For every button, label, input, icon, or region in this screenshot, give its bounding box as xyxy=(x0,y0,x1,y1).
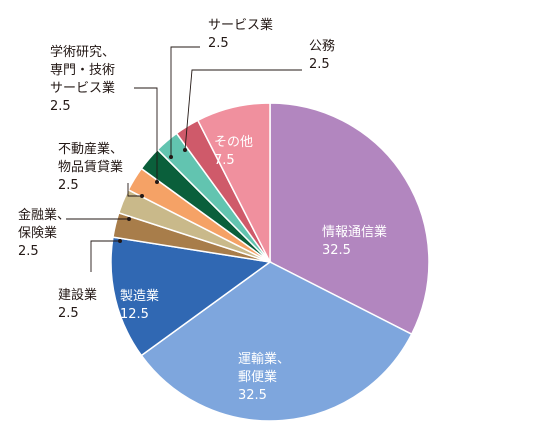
slice-name: サービス業 xyxy=(50,80,115,96)
leader-dot-8 xyxy=(169,155,173,159)
slice-label-2: 運輸業、郵便業 32.5 xyxy=(238,351,290,403)
slice-name: 情報通信業 xyxy=(322,224,387,240)
leader-dot-4 xyxy=(118,239,122,243)
slice-value: 32.5 xyxy=(238,388,267,403)
slice-label-3: 製造業 12.5 xyxy=(120,288,159,322)
slice-name: 公務 xyxy=(309,39,335,54)
slice-value: 7.5 xyxy=(214,153,235,168)
leader-line-8 xyxy=(170,46,200,157)
slice-label-8: サービス業 2.5 xyxy=(208,17,273,51)
slice-label-4: 建設業 2.5 xyxy=(58,287,97,321)
slice-name: 保険業 xyxy=(18,225,57,241)
leader-lines xyxy=(66,46,302,272)
slice-value: 2.5 xyxy=(50,99,71,114)
slice-value: 2.5 xyxy=(58,178,79,193)
slice-label-7: 学術研究、専門・技術サービス業 2.5 xyxy=(50,44,115,114)
slice-label-9: 公務 2.5 xyxy=(309,39,335,72)
slice-name: その他 xyxy=(214,135,253,150)
leader-dot-5 xyxy=(127,217,131,221)
leader-line-4 xyxy=(90,240,120,272)
slice-name: 運輸業、 xyxy=(238,351,290,367)
leader-line-7 xyxy=(134,87,158,182)
slice-label-6: 不動産業、物品賃貸業 2.5 xyxy=(58,141,123,193)
slice-name: 建設業 xyxy=(58,287,97,303)
pie-slice-3 xyxy=(110,236,272,357)
slice-value: 2.5 xyxy=(18,244,39,259)
leader-dot-6 xyxy=(140,194,144,198)
pie-slice-10 xyxy=(196,102,271,263)
slice-label-10: その他 7.5 xyxy=(214,135,253,168)
leader-dot-9 xyxy=(183,148,187,152)
slice-label-1: 情報通信業 32.5 xyxy=(322,224,387,258)
slice-name: 金融業、 xyxy=(18,207,70,223)
slice-value: 2.5 xyxy=(58,306,79,321)
pie-slice-1 xyxy=(269,102,430,336)
slice-label-5: 金融業、保険業 2.5 xyxy=(18,207,70,259)
slice-value: 2.5 xyxy=(208,36,229,51)
slice-name: サービス業 xyxy=(208,17,273,33)
slice-name: 郵便業 xyxy=(238,369,277,385)
slice-value: 32.5 xyxy=(322,243,351,258)
slice-name: 物品賃貸業 xyxy=(58,159,123,175)
slice-name: 学術研究、 xyxy=(50,44,115,60)
leader-line-6 xyxy=(127,183,142,197)
slice-value: 12.5 xyxy=(120,307,149,322)
slice-name: 専門・技術 xyxy=(50,63,115,78)
leader-dot-7 xyxy=(155,180,159,184)
slice-name: 不動産業、 xyxy=(58,141,123,157)
leader-line-9 xyxy=(184,69,302,151)
slice-name: 製造業 xyxy=(120,288,159,304)
pie-slice-2 xyxy=(140,261,413,422)
slice-value: 2.5 xyxy=(309,57,330,72)
